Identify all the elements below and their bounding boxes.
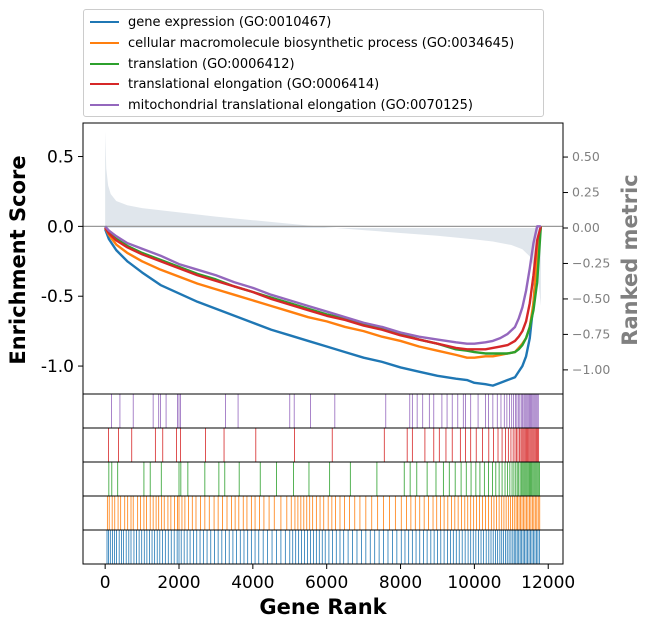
legend-label: mitochondrial translational elongation (… [128,97,473,113]
enrichment-curves [104,225,543,387]
x-tick-label: 0 [100,573,111,593]
legend-label: translational elongation (GO:0006414) [128,76,380,92]
hit-track [111,394,539,428]
y2-tick-label: 0.50 [572,149,600,164]
y2-tick-label: −0.25 [572,255,610,270]
legend-swatch [90,21,119,23]
hit-track-frame [82,529,564,565]
legend-label: cellular macromolecule biosynthetic proc… [128,35,515,51]
plot-frame [82,122,564,395]
ranked-metric-area [105,131,541,307]
legend: gene expression (GO:0010467) cellular ma… [83,9,544,117]
hit-track [108,462,540,496]
y2-tick-label: −0.75 [572,326,610,341]
y-tick-label: 0.5 [47,148,74,168]
legend-label: translation (GO:0006412) [128,56,295,72]
hit-track [106,530,540,564]
legend-item: translational elongation (GO:0006414) [90,75,379,93]
ranked-metric-fill [105,131,541,307]
y2-tick-label: 0.00 [572,220,600,235]
hit-tracks [106,394,541,564]
legend-item: translation (GO:0006412) [90,55,295,73]
axes-ticks: 0.5 0.0 -0.5 -1.0 0.50 0.25 0.00 −0.25 −0.50 −0.7… [41,148,611,593]
hit-track-frame [82,461,564,497]
axes-frames [82,122,564,565]
series-line [104,226,543,351]
x-tick-label: 8000 [379,573,422,593]
y-axis-label: Enrichment Score [6,155,30,364]
y2-tick-label: 0.25 [572,185,600,200]
x-tick-label: 12000 [521,573,575,593]
y-tick-label: 0.0 [47,217,74,237]
legend-item: gene expression (GO:0010467) [90,13,331,31]
series-line [104,225,543,355]
series-line [104,225,541,345]
x-tick-label: 4000 [231,573,274,593]
legend-item: cellular macromolecule biosynthetic proc… [90,34,514,52]
legend-swatch [90,63,119,65]
series-line [104,226,543,359]
y2-tick-label: −1.00 [572,362,610,377]
hit-track-frame [82,393,564,429]
legend-swatch [90,104,119,106]
y-tick-label: -1.0 [41,357,74,377]
x-axis-label: Gene Rank [259,595,387,619]
y2-tick-label: −0.50 [572,291,610,306]
y2-axis-label: Ranked metric [618,174,642,345]
legend-swatch [90,42,119,44]
x-tick-label: 10000 [447,573,501,593]
legend-swatch [90,83,119,85]
y-tick-label: -0.5 [41,287,74,307]
series-line [104,226,543,387]
x-tick-label: 6000 [305,573,348,593]
legend-item: mitochondrial translational elongation (… [90,96,473,114]
hit-track [106,496,541,530]
legend-label: gene expression (GO:0010467) [128,14,332,30]
x-tick-label: 2000 [157,573,200,593]
hit-track [108,428,540,462]
